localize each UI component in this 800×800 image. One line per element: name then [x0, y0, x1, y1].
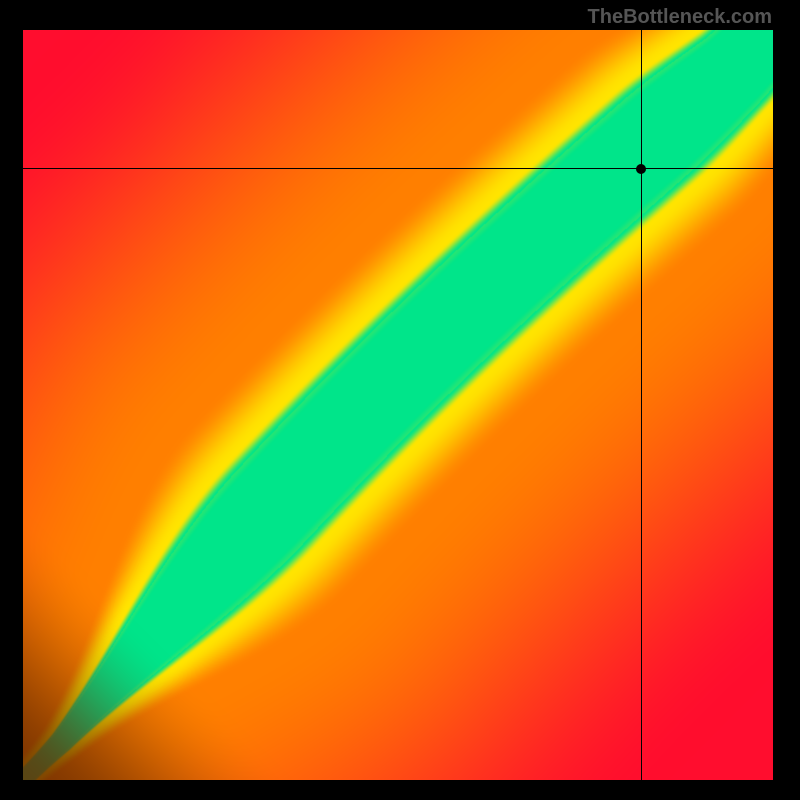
heatmap-canvas	[23, 30, 773, 780]
crosshair-vertical	[641, 30, 642, 780]
watermark-text: TheBottleneck.com	[588, 6, 772, 29]
crosshair-marker	[636, 164, 646, 174]
crosshair-horizontal	[23, 168, 773, 169]
